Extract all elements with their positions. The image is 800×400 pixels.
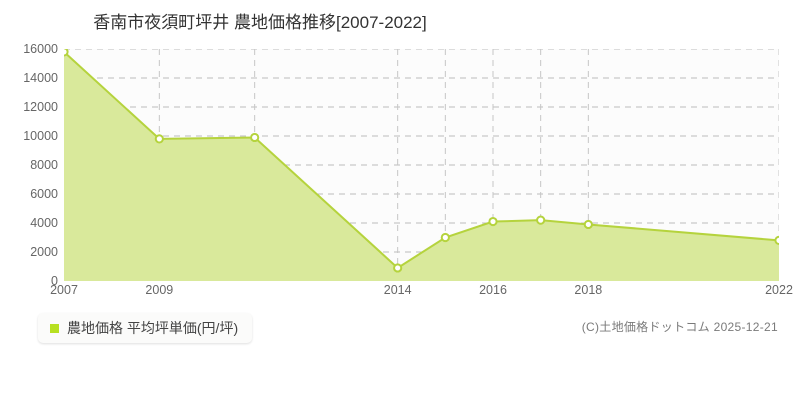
- x-axis-tick-label: 2018: [574, 283, 603, 297]
- chart-title: 香南市夜須町坪井 農地価格推移[2007-2022]: [0, 8, 800, 33]
- series-area-chart: [64, 49, 779, 281]
- y-axis-tick-label: 0: [51, 273, 58, 288]
- legend-label: 農地価格 平均坪単価(円/坪): [67, 320, 239, 336]
- y-axis-tick-label: 2000: [30, 244, 58, 259]
- y-axis-labels: 16000 14000 12000 10000 8000 6000 4000 2000 0: [0, 43, 58, 287]
- x-axis-tick-label: 2022: [765, 283, 793, 297]
- x-axis-tick-label: 2009: [145, 283, 174, 297]
- y-axis-tick-label: 14000: [23, 70, 58, 85]
- x-axis-tick-label: 2016: [479, 283, 507, 297]
- plot-area: [64, 49, 779, 281]
- y-axis-tick-label: 12000: [23, 99, 58, 114]
- x-axis-labels: 2007 2009 2014 2016 2018 2022: [0, 283, 800, 305]
- legend-swatch-icon: [50, 323, 59, 333]
- copyright-credit: (C)土地価格ドットコム 2025-12-21: [581, 320, 778, 334]
- chart-legend[interactable]: 農地価格 平均坪単価(円/坪): [38, 313, 253, 343]
- x-axis-tick-label: 2014: [383, 283, 412, 297]
- y-axis-tick-label: 16000: [23, 41, 58, 56]
- y-axis-tick-label: 4000: [30, 215, 58, 230]
- x-axis-tick-label: 2007: [50, 283, 78, 297]
- y-axis-tick-label: 6000: [30, 186, 58, 201]
- chart-title-text: 香南市夜須町坪井 農地価格推移[2007-2022]: [93, 13, 427, 32]
- y-axis-tick-label: 10000: [23, 128, 58, 143]
- y-axis-tick-label: 8000: [30, 157, 58, 172]
